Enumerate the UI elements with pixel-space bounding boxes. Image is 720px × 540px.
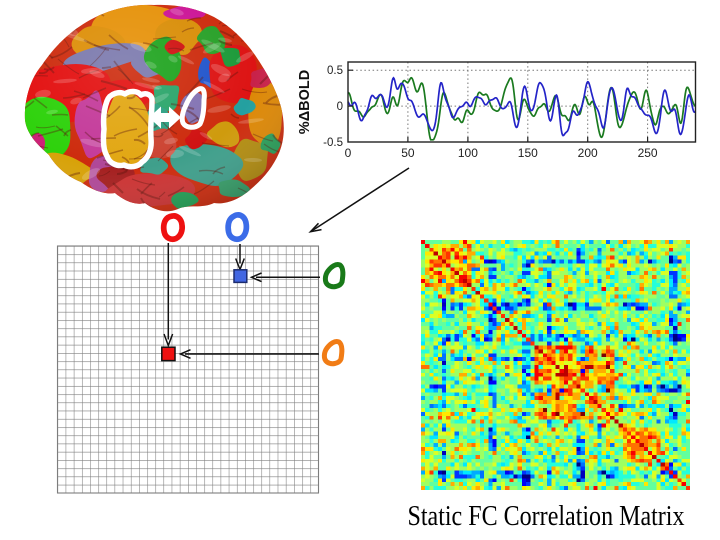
svg-text:0.5: 0.5: [327, 65, 343, 77]
svg-text:Static FC Correlation Matrix: Static FC Correlation Matrix: [408, 500, 685, 532]
svg-text:-0.5: -0.5: [323, 137, 343, 149]
svg-text:250: 250: [638, 146, 658, 160]
svg-text:100: 100: [458, 146, 478, 160]
svg-text:0: 0: [345, 146, 352, 160]
svg-text:%ΔBOLD: %ΔBOLD: [297, 70, 313, 134]
svg-text:150: 150: [518, 146, 538, 160]
svg-text:200: 200: [578, 146, 598, 160]
svg-text:0: 0: [337, 101, 343, 113]
svg-text:50: 50: [401, 146, 415, 160]
